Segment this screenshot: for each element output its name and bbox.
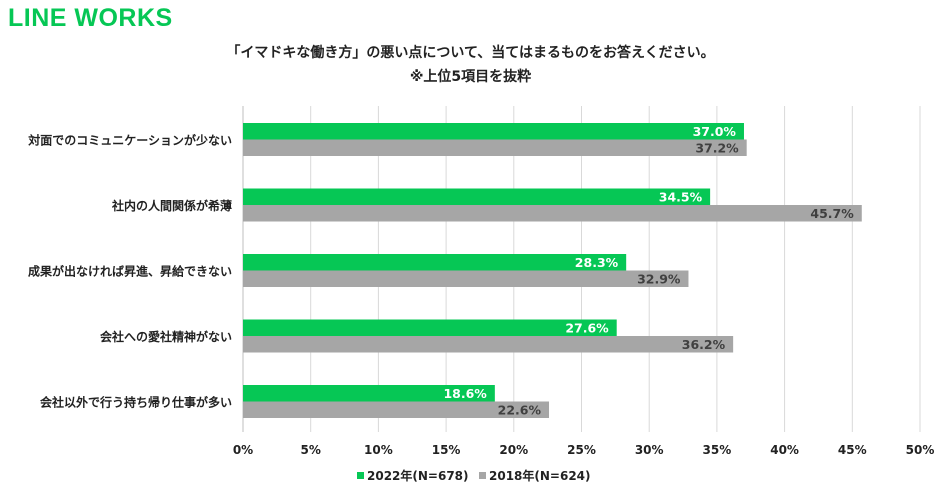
chart-subtitle: ※上位5項目を抜粋	[409, 69, 532, 85]
legend-label-1: 2022年(N=678)	[367, 468, 469, 483]
category-label-2: 社内の人間関係が希薄	[111, 198, 232, 213]
data-label-gray-4: 36.2%	[682, 337, 726, 352]
data-label-gray-5: 22.6%	[498, 403, 542, 418]
bar-gray-3	[243, 270, 689, 287]
legend-swatch-2	[479, 472, 486, 479]
category-label-4: 会社への愛社精神がない	[100, 329, 232, 344]
bar-gray-4	[243, 336, 734, 353]
bar-green-3	[243, 254, 627, 271]
line-works-logo: LINE WORKS	[8, 4, 173, 32]
x-tick-label-40: 40%	[770, 443, 799, 457]
legend-label-2: 2018年(N=624)	[489, 468, 591, 483]
data-label-green-5: 18.6%	[443, 386, 487, 401]
bar-gray-5	[243, 401, 550, 418]
x-tick-label-50: 50%	[906, 443, 935, 457]
x-tick-label-10: 10%	[364, 443, 393, 457]
x-tick-label-0: 0%	[233, 443, 253, 457]
x-tick-label-45: 45%	[838, 443, 867, 457]
bar-gray-2	[243, 205, 862, 222]
bar-green-1	[243, 123, 744, 140]
data-label-gray-1: 37.2%	[695, 141, 739, 156]
category-label-5: 会社以外で行う持ち帰り仕事が多い	[40, 395, 232, 410]
bar-gray-1	[243, 139, 747, 156]
x-tick-label-35: 35%	[703, 443, 732, 457]
data-label-gray-2: 45.7%	[810, 206, 854, 221]
category-label-3: 成果が出なければ昇進、昇給できない	[28, 264, 232, 279]
x-tick-label-5: 5%	[301, 443, 321, 457]
x-tick-label-30: 30%	[635, 443, 664, 457]
legend-swatch-1	[357, 472, 364, 479]
data-label-green-4: 27.6%	[565, 321, 609, 336]
data-label-green-3: 28.3%	[575, 255, 619, 270]
data-label-gray-3: 32.9%	[637, 272, 681, 287]
data-label-green-2: 34.5%	[659, 190, 703, 205]
bar-green-5	[243, 385, 495, 402]
bar-green-2	[243, 188, 711, 205]
x-tick-label-15: 15%	[432, 443, 461, 457]
chart-title: 「イマドキな働き方」の悪い点について、当てはまるものをお答えください。	[226, 45, 715, 61]
category-label-1: 対面でのコミュニケーションが少ない	[27, 133, 232, 148]
x-tick-label-20: 20%	[499, 443, 528, 457]
bar-green-4	[243, 319, 617, 336]
x-tick-label-25: 25%	[567, 443, 596, 457]
data-label-green-1: 37.0%	[693, 124, 737, 139]
